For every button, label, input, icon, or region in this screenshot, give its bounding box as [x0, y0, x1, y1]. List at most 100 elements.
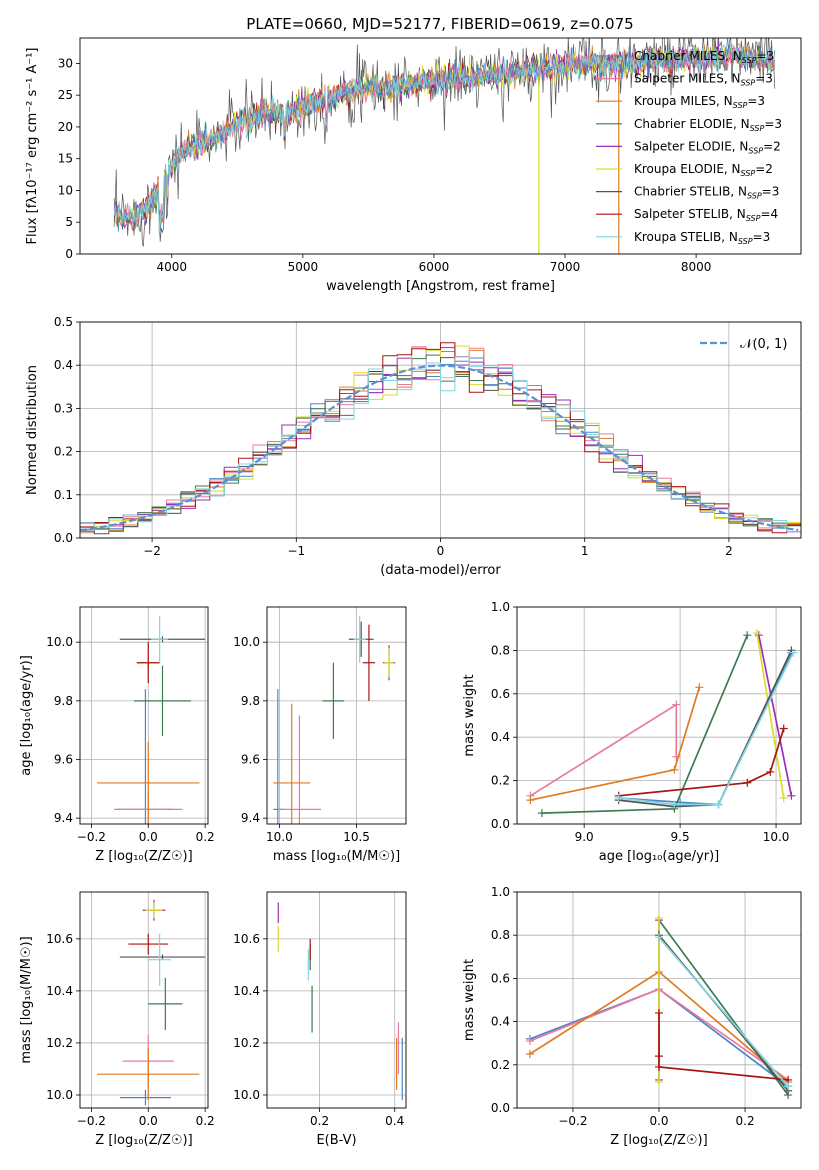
- legend-item-chabrier_miles: Chabrier MILES, NSSP=3: [596, 49, 774, 65]
- errorbar-point-chabrier_elodie: [134, 665, 191, 737]
- y-tick-label: 0.4: [54, 358, 73, 372]
- errorbar-point-salpeter_stelib: [128, 933, 169, 955]
- weight-line: [658, 1013, 789, 1081]
- y-tick-label: 5: [65, 215, 73, 229]
- axes-frame: [79, 37, 802, 255]
- weight-marker: [752, 629, 761, 638]
- y-tick-label: 0.3: [54, 401, 73, 415]
- x-tick-label: 10.5: [343, 830, 370, 844]
- y-tick-label: 9.8: [241, 694, 260, 708]
- errorbar-point-kroupa_miles: [97, 741, 200, 824]
- y-tick-label: 10.6: [46, 932, 73, 946]
- x-tick-label: 10.0: [266, 830, 293, 844]
- legend-label: Kroupa ELODIE, NSSP=2: [634, 162, 773, 178]
- x-tick-label: 0.2: [736, 1114, 755, 1128]
- x-axis-label: wavelength [Angstrom, rest frame]: [326, 279, 555, 294]
- mass_vs_Z-plot-area: [97, 899, 206, 1106]
- legend-label: Kroupa MILES, NSSP=3: [634, 94, 765, 110]
- weight-marker: [655, 1008, 663, 1017]
- weight-series-salpeter_stelib: [655, 1008, 793, 1084]
- y-tick-label: 0.2: [491, 774, 510, 788]
- weight-marker: [787, 646, 796, 655]
- weight-marker: [695, 683, 704, 692]
- mass_vs_ebv-panel: 0.2 0.4 10.0 10.2 10.4 10.6 E(B-V): [233, 891, 407, 1148]
- weight-line: [529, 703, 678, 797]
- y-tick-label: 10.0: [46, 635, 73, 649]
- x-axis-label: (data-model)/error: [380, 563, 501, 578]
- x-tick-label: 9.5: [671, 830, 690, 844]
- y-tick-label: 10: [58, 183, 73, 197]
- legend-item-salpeter_miles: Salpeter MILES, NSSP=3: [596, 72, 773, 88]
- x-tick-label: −0.2: [77, 830, 106, 844]
- axes-frame: [79, 606, 209, 825]
- weight-line: [756, 632, 785, 799]
- errorbar-point-kroupa_miles: [273, 703, 311, 824]
- weight-marker: [614, 793, 623, 802]
- y-tick-label: 9.4: [54, 811, 73, 825]
- weight-marker: [779, 724, 788, 733]
- x-axis-label: age [log₁₀(age/yr)]: [599, 849, 720, 864]
- weight-marker: [655, 1052, 663, 1061]
- errorbar-point-kroupa_stelib: [148, 933, 172, 986]
- x-tick-label: 0.2: [196, 1114, 215, 1128]
- y-tick-label: 0.0: [54, 531, 73, 545]
- spectrum-line-salpeter_miles: [113, 44, 776, 230]
- x-tick-label: −2: [143, 544, 161, 558]
- x-tick-label: −0.2: [558, 1114, 587, 1128]
- weight-marker: [784, 1082, 793, 1091]
- weight-marker: [670, 765, 679, 774]
- y-tick-label: 0.6: [491, 971, 510, 985]
- legend-item-chabrier_stelib: Chabrier STELIB, NSSP=3: [596, 185, 779, 201]
- y-tick-label: 10.6: [233, 932, 260, 946]
- weight-marker: [525, 1050, 534, 1058]
- spectrum-panel: 4000 5000 6000 7000 8000 0 5 10 15 20 25 30 waveleng…: [25, 37, 802, 294]
- x-axis-label: mass [log₁₀(M/M☉)]: [273, 849, 400, 864]
- errorbar-point-kroupa_elodie: [145, 902, 163, 919]
- x-tick-label: 8000: [681, 260, 712, 274]
- x-tick-label: 0: [437, 544, 445, 558]
- y-axis-label: mass weight: [462, 959, 477, 1041]
- y-tick-label: 9.4: [241, 811, 260, 825]
- y-tick-label: 9.6: [54, 752, 73, 766]
- weight-line: [618, 728, 785, 797]
- errorbar-point-chabrier_stelib: [119, 954, 206, 960]
- weight-series-salpeter_miles: [526, 700, 681, 800]
- x-tick-label: 5000: [288, 260, 319, 274]
- weight-line: [757, 635, 793, 796]
- weight_vs_age-panel: 9.0 9.5 10.0 0.0 0.2 0.4 0.6 0.8 1.0 age [log₁₀(a…: [462, 600, 802, 864]
- errorbar-point-chabrier_elodie: [148, 977, 183, 1030]
- weight-line: [618, 652, 795, 806]
- x-tick-label: −1: [287, 544, 305, 558]
- y-tick-label: 10.0: [233, 635, 260, 649]
- weight-marker: [655, 1078, 663, 1087]
- weight-line: [618, 650, 793, 808]
- legend-label: Chabrier STELIB, NSSP=3: [634, 185, 779, 201]
- weight-marker: [525, 1037, 534, 1046]
- y-tick-label: 10.0: [46, 1088, 73, 1102]
- y-axis-label: mass weight: [462, 674, 477, 756]
- y-axis-label: age [log₁₀(age/yr)]: [19, 655, 34, 776]
- x-tick-label: 1: [581, 544, 589, 558]
- weight-marker: [787, 791, 796, 800]
- x-axis-label: Z [log₁₀(Z/Z☉)]: [95, 1133, 192, 1148]
- weight-marker: [766, 767, 775, 776]
- weight-series-kroupa_miles: [526, 683, 704, 805]
- errorbar-point-kroupa_stelib: [353, 615, 366, 663]
- weight-marker: [672, 700, 681, 709]
- x-tick-label: 0.4: [385, 1114, 404, 1128]
- gaussian-curve: [80, 364, 799, 532]
- weight_vs_age-plot-area: [526, 629, 798, 818]
- residuals-panel: −2 −1 0 1 2 0.0 0.1 0.2 0.3 0.4 0.5 (data-model)/er…: [25, 315, 802, 578]
- weight-marker: [743, 631, 752, 640]
- x-tick-label: 0.2: [196, 830, 215, 844]
- legend-item-salpeter_elodie: Salpeter ELODIE, NSSP=2: [596, 139, 781, 155]
- y-axis-label: mass [log₁₀(M/M☉)]: [19, 936, 34, 1063]
- weight-series-kroupa_elodie: [752, 629, 788, 802]
- histogram-kroupa_stelib: [80, 356, 801, 538]
- y-tick-label: 25: [58, 88, 73, 102]
- weight-marker: [743, 778, 752, 787]
- y-tick-label: 0.4: [491, 730, 510, 744]
- errorbar-point-salpeter_miles: [277, 715, 322, 824]
- legend-label: Salpeter STELIB, NSSP=4: [634, 207, 778, 223]
